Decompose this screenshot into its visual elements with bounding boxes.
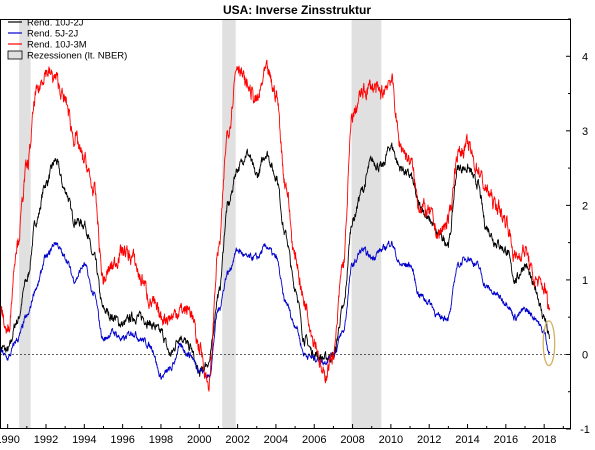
x-tick-label: 2018 xyxy=(532,434,556,446)
series-line xyxy=(0,59,551,392)
x-tick-label: 2016 xyxy=(494,434,518,446)
x-tick-label: 1996 xyxy=(110,434,134,446)
x-tick-label: 2006 xyxy=(302,434,326,446)
x-tick-label: 2010 xyxy=(379,434,403,446)
y-axis: -1 0 1 2 3 4 xyxy=(566,18,590,436)
y-tick-label: 1 xyxy=(582,275,588,287)
recession-band xyxy=(19,19,31,429)
x-tick-label: 2012 xyxy=(417,434,441,446)
y-tick-label: 4 xyxy=(582,51,588,63)
recession-band xyxy=(222,19,236,429)
x-tick-label: 2008 xyxy=(340,434,364,446)
y-tick-label: 2 xyxy=(582,200,588,212)
x-tick-label: 1994 xyxy=(72,434,96,446)
x-tick-label: 1998 xyxy=(149,434,173,446)
highlight-layer xyxy=(542,320,556,367)
x-tick-label: 2002 xyxy=(225,434,249,446)
plot-frame xyxy=(0,19,571,429)
x-tick-label: 1990 xyxy=(0,434,20,446)
y-tick-label: 0 xyxy=(582,349,588,361)
x-tick-label: 2004 xyxy=(264,434,288,446)
plot-border xyxy=(0,19,571,429)
legend-label: Rend. 10J-2J xyxy=(27,18,84,29)
x-axis: 1990 1992 1994 1996 1998 2000 2002 2004 2006 2008… xyxy=(0,424,564,446)
y-tick-label: 3 xyxy=(582,126,588,138)
series-lines xyxy=(0,59,551,392)
chart-title: USA: Inverse Zinsstruktur xyxy=(223,3,371,17)
legend-label: Rend. 10J-3M xyxy=(27,40,87,51)
legend-swatch-recession xyxy=(7,50,23,60)
recession-band xyxy=(351,19,382,429)
x-tick-label: 1992 xyxy=(34,434,58,446)
highlight-ellipse xyxy=(542,320,556,367)
series-line xyxy=(0,240,551,380)
x-tick-label: 2000 xyxy=(187,434,211,446)
x-tick-label: 2014 xyxy=(455,434,479,446)
legend-label-recession: Rezessionen (lt. NBER) xyxy=(27,51,127,62)
series-line xyxy=(0,142,551,377)
y-tick-label: -1 xyxy=(580,424,590,436)
legend-label: Rend. 5J-2J xyxy=(27,29,78,40)
